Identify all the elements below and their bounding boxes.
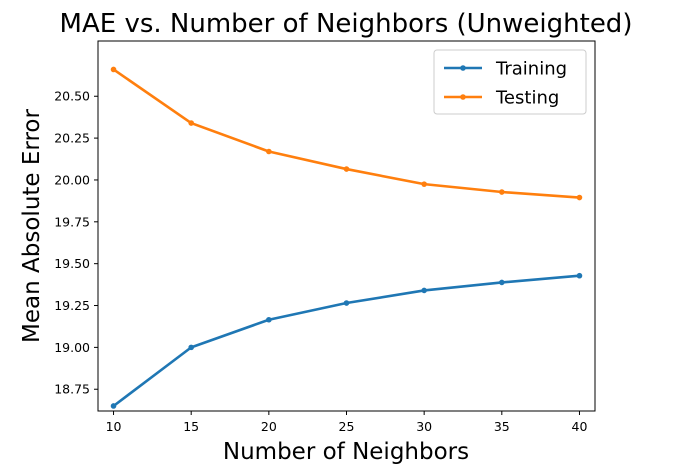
x-tick-label: 30 [416, 419, 432, 434]
data-point-training [343, 300, 350, 306]
data-point-testing [421, 181, 427, 187]
legend: Training Testing [433, 49, 587, 115]
x-axis-label: Number of Neighbors [223, 439, 469, 465]
x-tick-label: 20 [261, 419, 277, 434]
y-tick-label: 20.00 [54, 172, 90, 187]
legend-swatch-marker [460, 94, 466, 100]
data-point-training [188, 344, 194, 351]
plot-area: 10 15 20 25 30 35 40 18.75 19.00 19.25 19.50 19.75 2… [54, 40, 596, 434]
x-tick-label: 25 [339, 419, 355, 434]
y-tick-label: 19.50 [54, 256, 90, 271]
x-tick-label: 40 [572, 419, 588, 434]
legend-label: Training [495, 59, 567, 80]
data-point-testing [266, 148, 272, 155]
x-tick-label: 35 [494, 419, 510, 434]
y-tick-label: 19.25 [54, 298, 90, 313]
data-point-training [110, 403, 117, 409]
series-line-training [112, 274, 580, 408]
data-point-testing [110, 66, 117, 73]
data-point-testing [499, 189, 505, 195]
y-tick-label: 19.75 [54, 214, 90, 229]
x-tick-label: 15 [183, 419, 199, 434]
data-point-training [499, 279, 505, 286]
y-tick-label: 20.25 [54, 131, 90, 146]
y-tick-label: 18.75 [54, 382, 90, 397]
data-point-training [421, 287, 427, 294]
data-point-training [576, 272, 583, 279]
data-point-testing [343, 166, 350, 172]
data-point-training [266, 316, 272, 323]
data-point-testing [576, 194, 583, 201]
legend-swatch-marker [460, 65, 466, 71]
y-tick-label: 19.00 [54, 340, 90, 355]
x-tick-label: 10 [106, 419, 122, 434]
data-point-testing [188, 120, 194, 126]
y-axis-label: Mean Absolute Error [19, 109, 45, 343]
legend-label: Testing [495, 88, 559, 109]
y-tick-label: 20.50 [54, 89, 90, 104]
chart-title: MAE vs. Number of Neighbors (Unweighted) [60, 9, 633, 39]
